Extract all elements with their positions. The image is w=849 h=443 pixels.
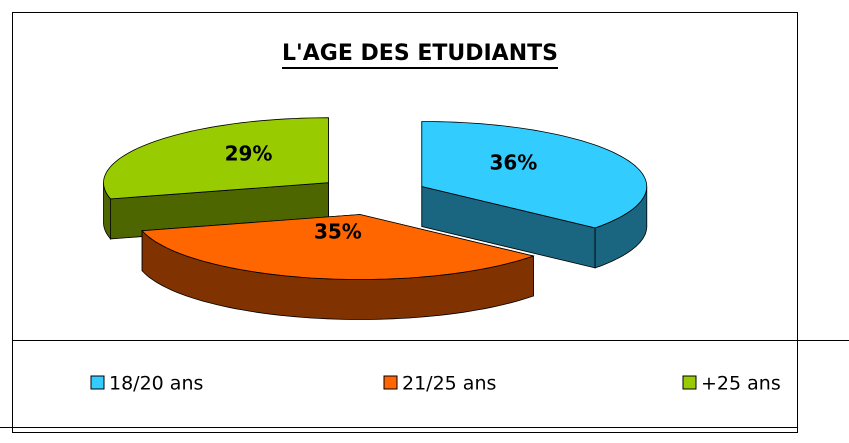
chart-title: L'AGE DES ETUDIANTS	[282, 41, 558, 66]
data-label: 29%	[225, 141, 273, 165]
pie-slice	[421, 121, 648, 229]
legend-swatch	[90, 375, 105, 390]
data-label: 36%	[489, 151, 537, 175]
pie-slice	[103, 117, 329, 200]
legend-swatch	[682, 375, 697, 390]
legend-label: +25 ans	[701, 373, 781, 395]
legend-swatch	[383, 375, 398, 390]
legend-label: 18/20 ans	[109, 373, 203, 395]
data-label: 35%	[314, 220, 362, 244]
pie-slice	[141, 214, 535, 280]
legend-label: 21/25 ans	[402, 373, 496, 395]
